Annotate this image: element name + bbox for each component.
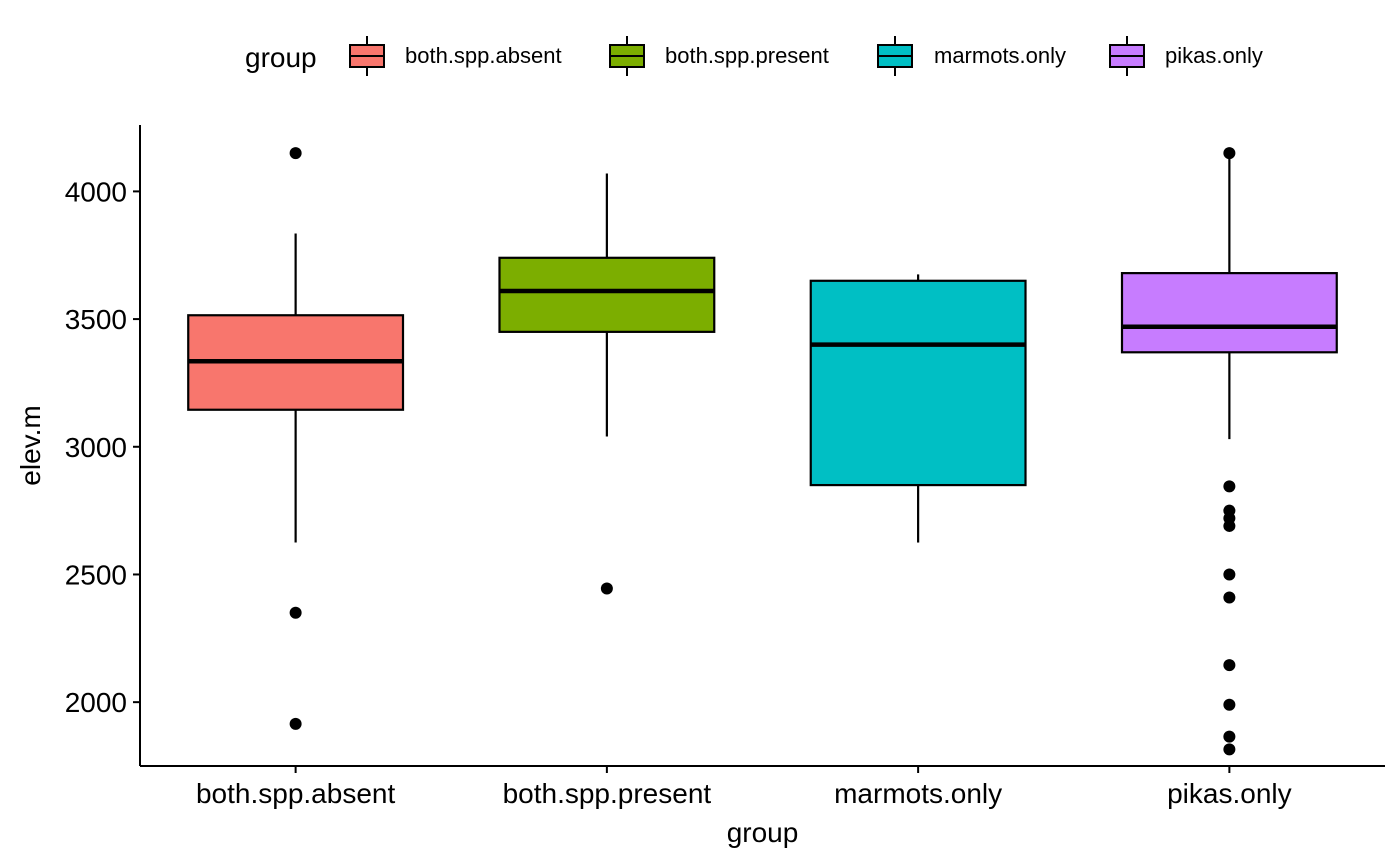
outlier-point bbox=[1223, 147, 1236, 160]
legend: group both.spp.absent both.spp.present mar… bbox=[245, 36, 1263, 76]
box-group bbox=[187, 147, 405, 730]
legend-item-label: both.spp.absent bbox=[405, 43, 562, 68]
outlier-point bbox=[1223, 480, 1236, 493]
box-iqr bbox=[809, 279, 1027, 487]
axes: 2000 2500 3000 3500 4000 both.spp.absent both.… bbox=[65, 125, 1385, 809]
x-tick-label: marmots.only bbox=[834, 778, 1002, 809]
box-group bbox=[1120, 147, 1338, 756]
outlier-point bbox=[1223, 591, 1236, 604]
legend-item-label: marmots.only bbox=[934, 43, 1066, 68]
outlier-point bbox=[1223, 730, 1236, 743]
outlier-point bbox=[1223, 743, 1236, 756]
x-tick-label: both.spp.present bbox=[503, 778, 712, 809]
outlier-point bbox=[1223, 698, 1236, 711]
y-axis-title: elev.m bbox=[15, 405, 46, 485]
x-axis-title: group bbox=[727, 817, 799, 848]
legend-key bbox=[1109, 36, 1145, 76]
y-tick-label: 3000 bbox=[65, 432, 127, 463]
box-iqr bbox=[498, 256, 716, 333]
outlier-point bbox=[1223, 519, 1236, 532]
x-tick-label: both.spp.absent bbox=[196, 778, 395, 809]
outlier-point bbox=[289, 147, 302, 160]
outlier-point bbox=[289, 606, 302, 619]
legend-key bbox=[877, 36, 913, 76]
legend-item-label: pikas.only bbox=[1165, 43, 1263, 68]
legend-item-label: both.spp.present bbox=[665, 43, 829, 68]
box-iqr bbox=[1120, 272, 1338, 354]
legend-key bbox=[609, 36, 645, 76]
outlier-point bbox=[600, 582, 613, 595]
x-tick-label: pikas.only bbox=[1167, 778, 1292, 809]
outlier-point bbox=[1223, 659, 1236, 672]
plot-area bbox=[187, 147, 1338, 756]
legend-key bbox=[349, 36, 385, 76]
box-group bbox=[809, 274, 1027, 543]
legend-title: group bbox=[245, 42, 317, 73]
box-group bbox=[498, 173, 716, 595]
outlier-point bbox=[1223, 568, 1236, 581]
y-tick-label: 2000 bbox=[65, 687, 127, 718]
y-tick-label: 2500 bbox=[65, 559, 127, 590]
y-tick-label: 3500 bbox=[65, 304, 127, 335]
y-tick-label: 4000 bbox=[65, 176, 127, 207]
outlier-point bbox=[289, 717, 302, 730]
